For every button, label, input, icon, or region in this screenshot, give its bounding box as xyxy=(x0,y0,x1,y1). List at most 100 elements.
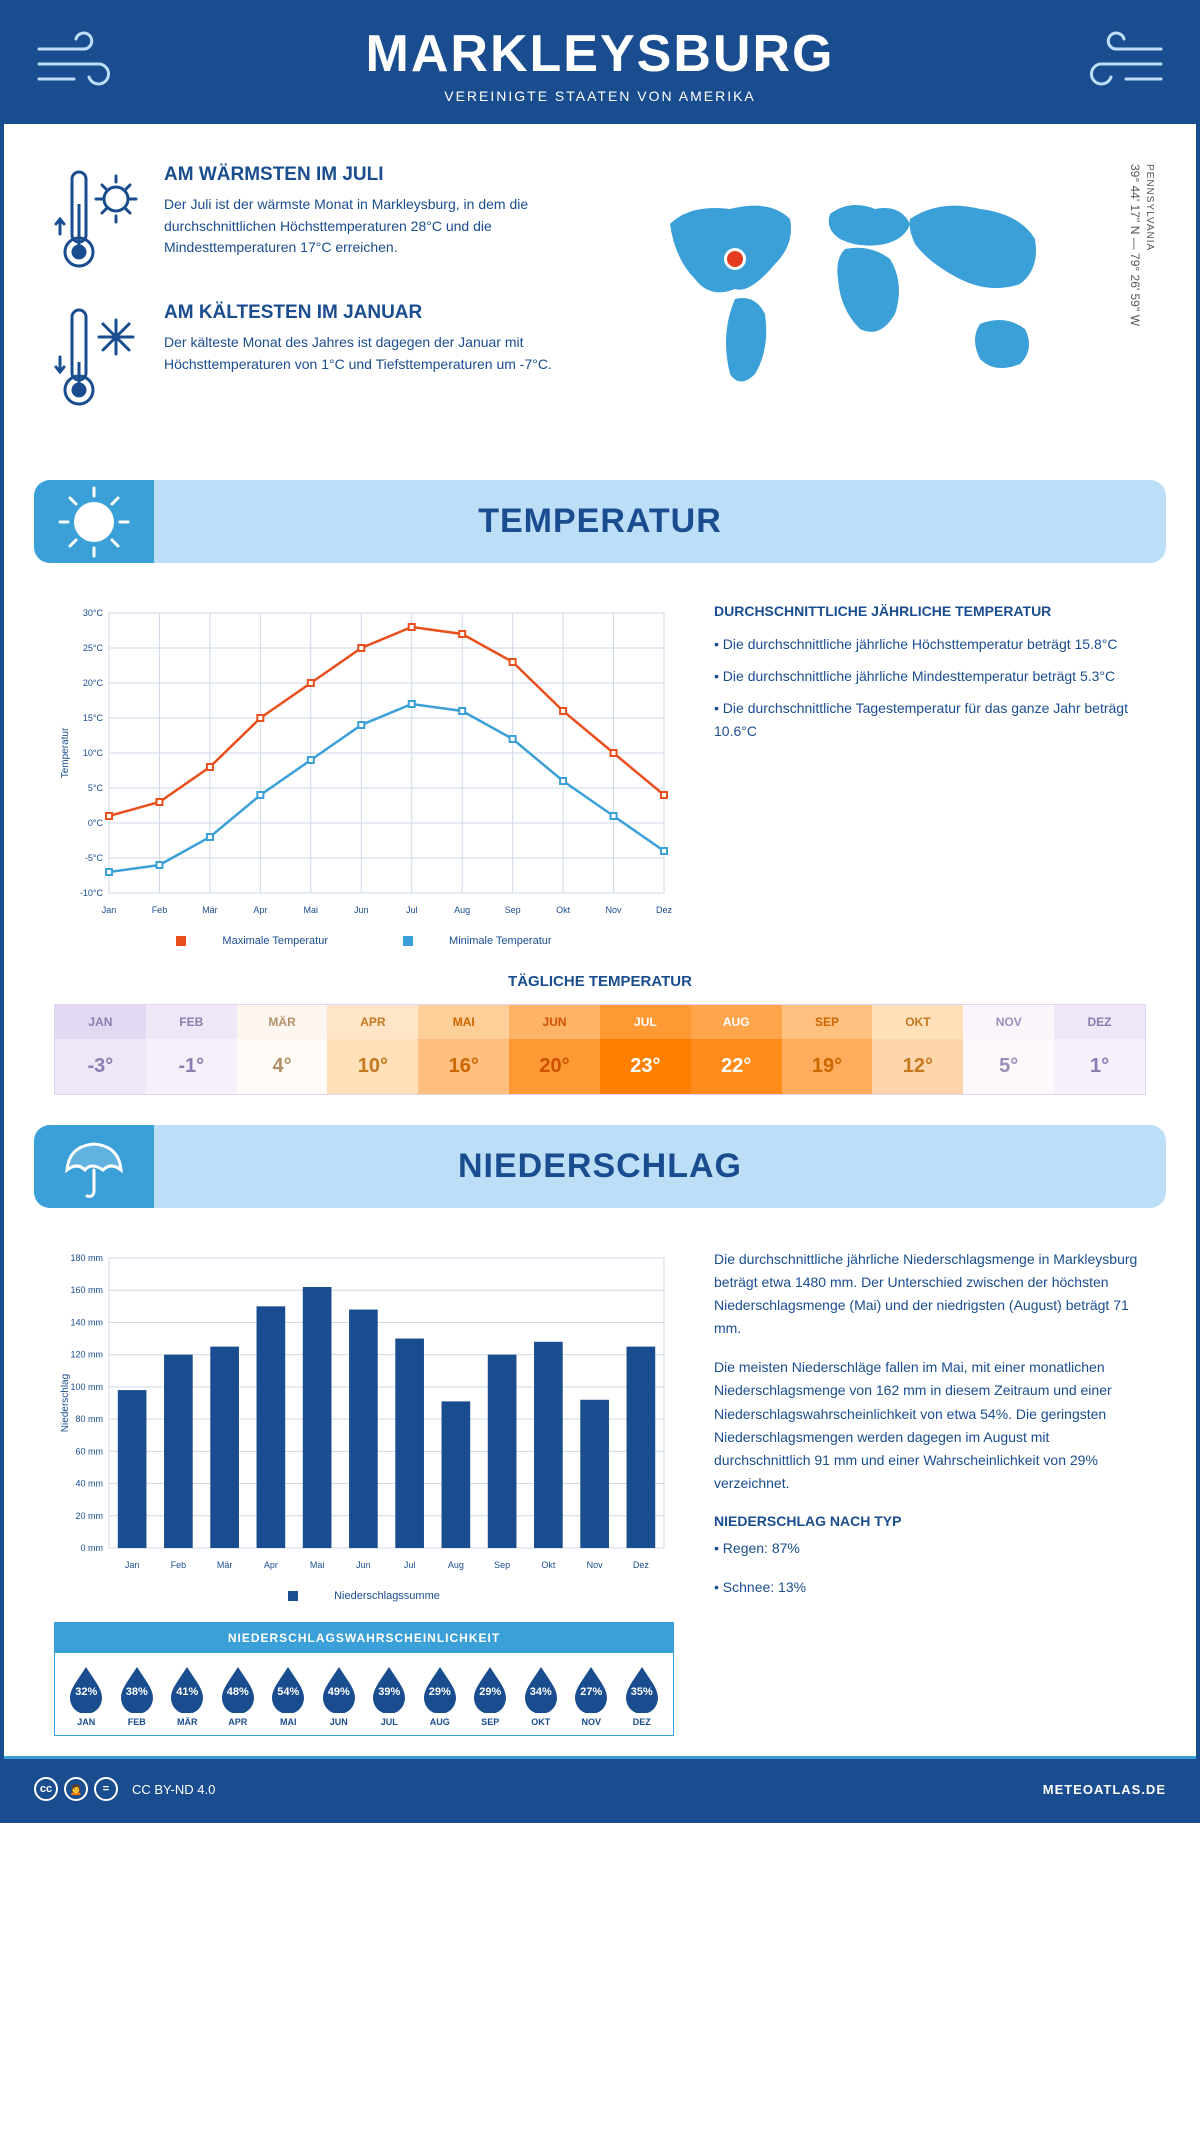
temp-cell: NOV5° xyxy=(963,1005,1054,1094)
svg-text:15°C: 15°C xyxy=(83,713,104,723)
temp-cell: JUN20° xyxy=(509,1005,600,1094)
thermometer-sun-icon xyxy=(54,164,144,274)
wind-icon xyxy=(34,29,124,99)
temp-bullet-2: • Die durchschnittliche jährliche Mindes… xyxy=(714,665,1146,689)
precipitation-row: 0 mm20 mm40 mm60 mm80 mm100 mm120 mm140 … xyxy=(4,1218,1196,1756)
svg-text:Nov: Nov xyxy=(587,1560,604,1570)
svg-text:Dez: Dez xyxy=(656,905,673,915)
precip-type-heading: NIEDERSCHLAG NACH TYP xyxy=(714,1513,1146,1529)
page: MARKLEYSBURG VEREINIGTE STAATEN VON AMER… xyxy=(0,0,1200,1823)
prob-cell: 34%OKT xyxy=(516,1665,567,1727)
svg-text:60 mm: 60 mm xyxy=(75,1446,103,1456)
temperature-banner: TEMPERATUR xyxy=(34,480,1166,563)
warmest-desc: Der Juli ist der wärmste Monat in Markle… xyxy=(164,194,610,259)
svg-text:Nov: Nov xyxy=(606,905,623,915)
svg-text:Jan: Jan xyxy=(102,905,117,915)
svg-text:Sep: Sep xyxy=(505,905,521,915)
svg-text:20 mm: 20 mm xyxy=(75,1511,103,1521)
temp-bullet-1: • Die durchschnittliche jährliche Höchst… xyxy=(714,633,1146,657)
temp-cell: MÄR4° xyxy=(237,1005,328,1094)
coldest-text: AM KÄLTESTEN IM JANUAR Der kälteste Mona… xyxy=(164,302,610,412)
world-map: PENNSYLVANIA 39° 44' 17'' N — 79° 26' 59… xyxy=(640,164,1146,440)
temp-bullet-3: • Die durchschnittliche Tagestemperatur … xyxy=(714,697,1146,745)
svg-text:30°C: 30°C xyxy=(83,608,104,618)
svg-text:Feb: Feb xyxy=(171,1560,187,1570)
svg-text:0°C: 0°C xyxy=(88,818,104,828)
coldest-desc: Der kälteste Monat des Jahres ist dagege… xyxy=(164,332,610,375)
svg-text:160 mm: 160 mm xyxy=(70,1285,103,1295)
svg-text:40 mm: 40 mm xyxy=(75,1479,103,1489)
svg-text:Okt: Okt xyxy=(556,905,571,915)
temperature-chart: -10°C-5°C0°C5°C10°C15°C20°C25°C30°CJanFe… xyxy=(54,603,674,947)
page-title: MARKLEYSBURG xyxy=(4,24,1196,84)
coldest-fact: AM KÄLTESTEN IM JANUAR Der kälteste Mona… xyxy=(54,302,610,412)
prob-cell: 32%JAN xyxy=(61,1665,112,1727)
wind-icon xyxy=(1076,29,1166,99)
prob-cell: 49%JUN xyxy=(314,1665,365,1727)
svg-text:Temperatur: Temperatur xyxy=(60,727,71,778)
legend-max: Maximale Temperatur xyxy=(222,935,328,947)
daily-temp-table: JAN-3°FEB-1°MÄR4°APR10°MAI16°JUN20°JUL23… xyxy=(54,1004,1146,1095)
precipitation-left: 0 mm20 mm40 mm60 mm80 mm100 mm120 mm140 … xyxy=(54,1248,674,1736)
prob-cell: 48%APR xyxy=(213,1665,264,1727)
temp-cell: SEP19° xyxy=(782,1005,873,1094)
legend-precip: Niederschlagssumme xyxy=(334,1590,440,1602)
precipitation-heading: NIEDERSCHLAG xyxy=(34,1147,1166,1186)
temp-cell: OKT12° xyxy=(872,1005,963,1094)
legend-min: Minimale Temperatur xyxy=(449,935,552,947)
top-section: AM WÄRMSTEN IM JULI Der Juli ist der wär… xyxy=(4,124,1196,470)
svg-text:100 mm: 100 mm xyxy=(70,1382,103,1392)
precipitation-chart: 0 mm20 mm40 mm60 mm80 mm100 mm120 mm140 … xyxy=(54,1248,674,1578)
warmest-text: AM WÄRMSTEN IM JULI Der Juli ist der wär… xyxy=(164,164,610,274)
umbrella-icon xyxy=(34,1125,154,1208)
temp-cell: FEB-1° xyxy=(146,1005,237,1094)
svg-text:Dez: Dez xyxy=(633,1560,650,1570)
precipitation-banner: NIEDERSCHLAG xyxy=(34,1125,1166,1208)
precip-legend: Niederschlagssumme xyxy=(54,1590,674,1602)
svg-text:Mai: Mai xyxy=(310,1560,325,1570)
svg-text:Apr: Apr xyxy=(253,905,267,915)
precip-p2: Die meisten Niederschläge fallen im Mai,… xyxy=(714,1356,1146,1495)
svg-text:80 mm: 80 mm xyxy=(75,1414,103,1424)
cc-icon: cc xyxy=(34,1777,58,1801)
temp-cell: AUG22° xyxy=(691,1005,782,1094)
svg-text:Niederschlag: Niederschlag xyxy=(60,1374,71,1432)
svg-text:25°C: 25°C xyxy=(83,643,104,653)
temp-cell: JUL23° xyxy=(600,1005,691,1094)
prob-cell: 27%NOV xyxy=(566,1665,617,1727)
svg-text:5°C: 5°C xyxy=(88,783,104,793)
state-label: PENNSYLVANIA xyxy=(1144,164,1155,251)
license-block: cc 🙍 = CC BY-ND 4.0 xyxy=(34,1777,215,1801)
svg-text:140 mm: 140 mm xyxy=(70,1317,103,1327)
temp-cell: JAN-3° xyxy=(55,1005,146,1094)
prob-heading: NIEDERSCHLAGSWAHRSCHEINLICHKEIT xyxy=(55,1623,673,1653)
svg-text:Aug: Aug xyxy=(454,905,470,915)
temperature-row: -10°C-5°C0°C5°C10°C15°C20°C25°C30°CJanFe… xyxy=(4,573,1196,957)
svg-text:120 mm: 120 mm xyxy=(70,1350,103,1360)
prob-cell: 29%SEP xyxy=(465,1665,516,1727)
svg-text:-5°C: -5°C xyxy=(85,853,104,863)
svg-text:Apr: Apr xyxy=(264,1560,278,1570)
svg-text:-10°C: -10°C xyxy=(80,888,104,898)
prob-cell: 39%JUL xyxy=(364,1665,415,1727)
warmest-fact: AM WÄRMSTEN IM JULI Der Juli ist der wär… xyxy=(54,164,610,274)
thermometer-snow-icon xyxy=(54,302,144,412)
precipitation-probability: NIEDERSCHLAGSWAHRSCHEINLICHKEIT 32%JAN38… xyxy=(54,1622,674,1736)
svg-text:Feb: Feb xyxy=(152,905,168,915)
svg-text:Mai: Mai xyxy=(304,905,319,915)
temp-cell: APR10° xyxy=(327,1005,418,1094)
temp-cell: MAI16° xyxy=(418,1005,509,1094)
svg-text:Jul: Jul xyxy=(404,1560,416,1570)
header: MARKLEYSBURG VEREINIGTE STAATEN VON AMER… xyxy=(4,4,1196,124)
temperature-heading: TEMPERATUR xyxy=(34,502,1166,541)
svg-text:Jul: Jul xyxy=(406,905,418,915)
coords-value: 39° 44' 17'' N — 79° 26' 59'' W xyxy=(1128,164,1142,326)
prob-cell: 54%MAI xyxy=(263,1665,314,1727)
precip-rain: • Regen: 87% xyxy=(714,1537,1146,1560)
precipitation-text: Die durchschnittliche jährliche Niedersc… xyxy=(714,1248,1146,1736)
svg-text:Jan: Jan xyxy=(125,1560,140,1570)
temp-cell: DEZ1° xyxy=(1054,1005,1145,1094)
svg-text:Jun: Jun xyxy=(356,1560,371,1570)
svg-text:180 mm: 180 mm xyxy=(70,1253,103,1263)
prob-cell: 41%MÄR xyxy=(162,1665,213,1727)
